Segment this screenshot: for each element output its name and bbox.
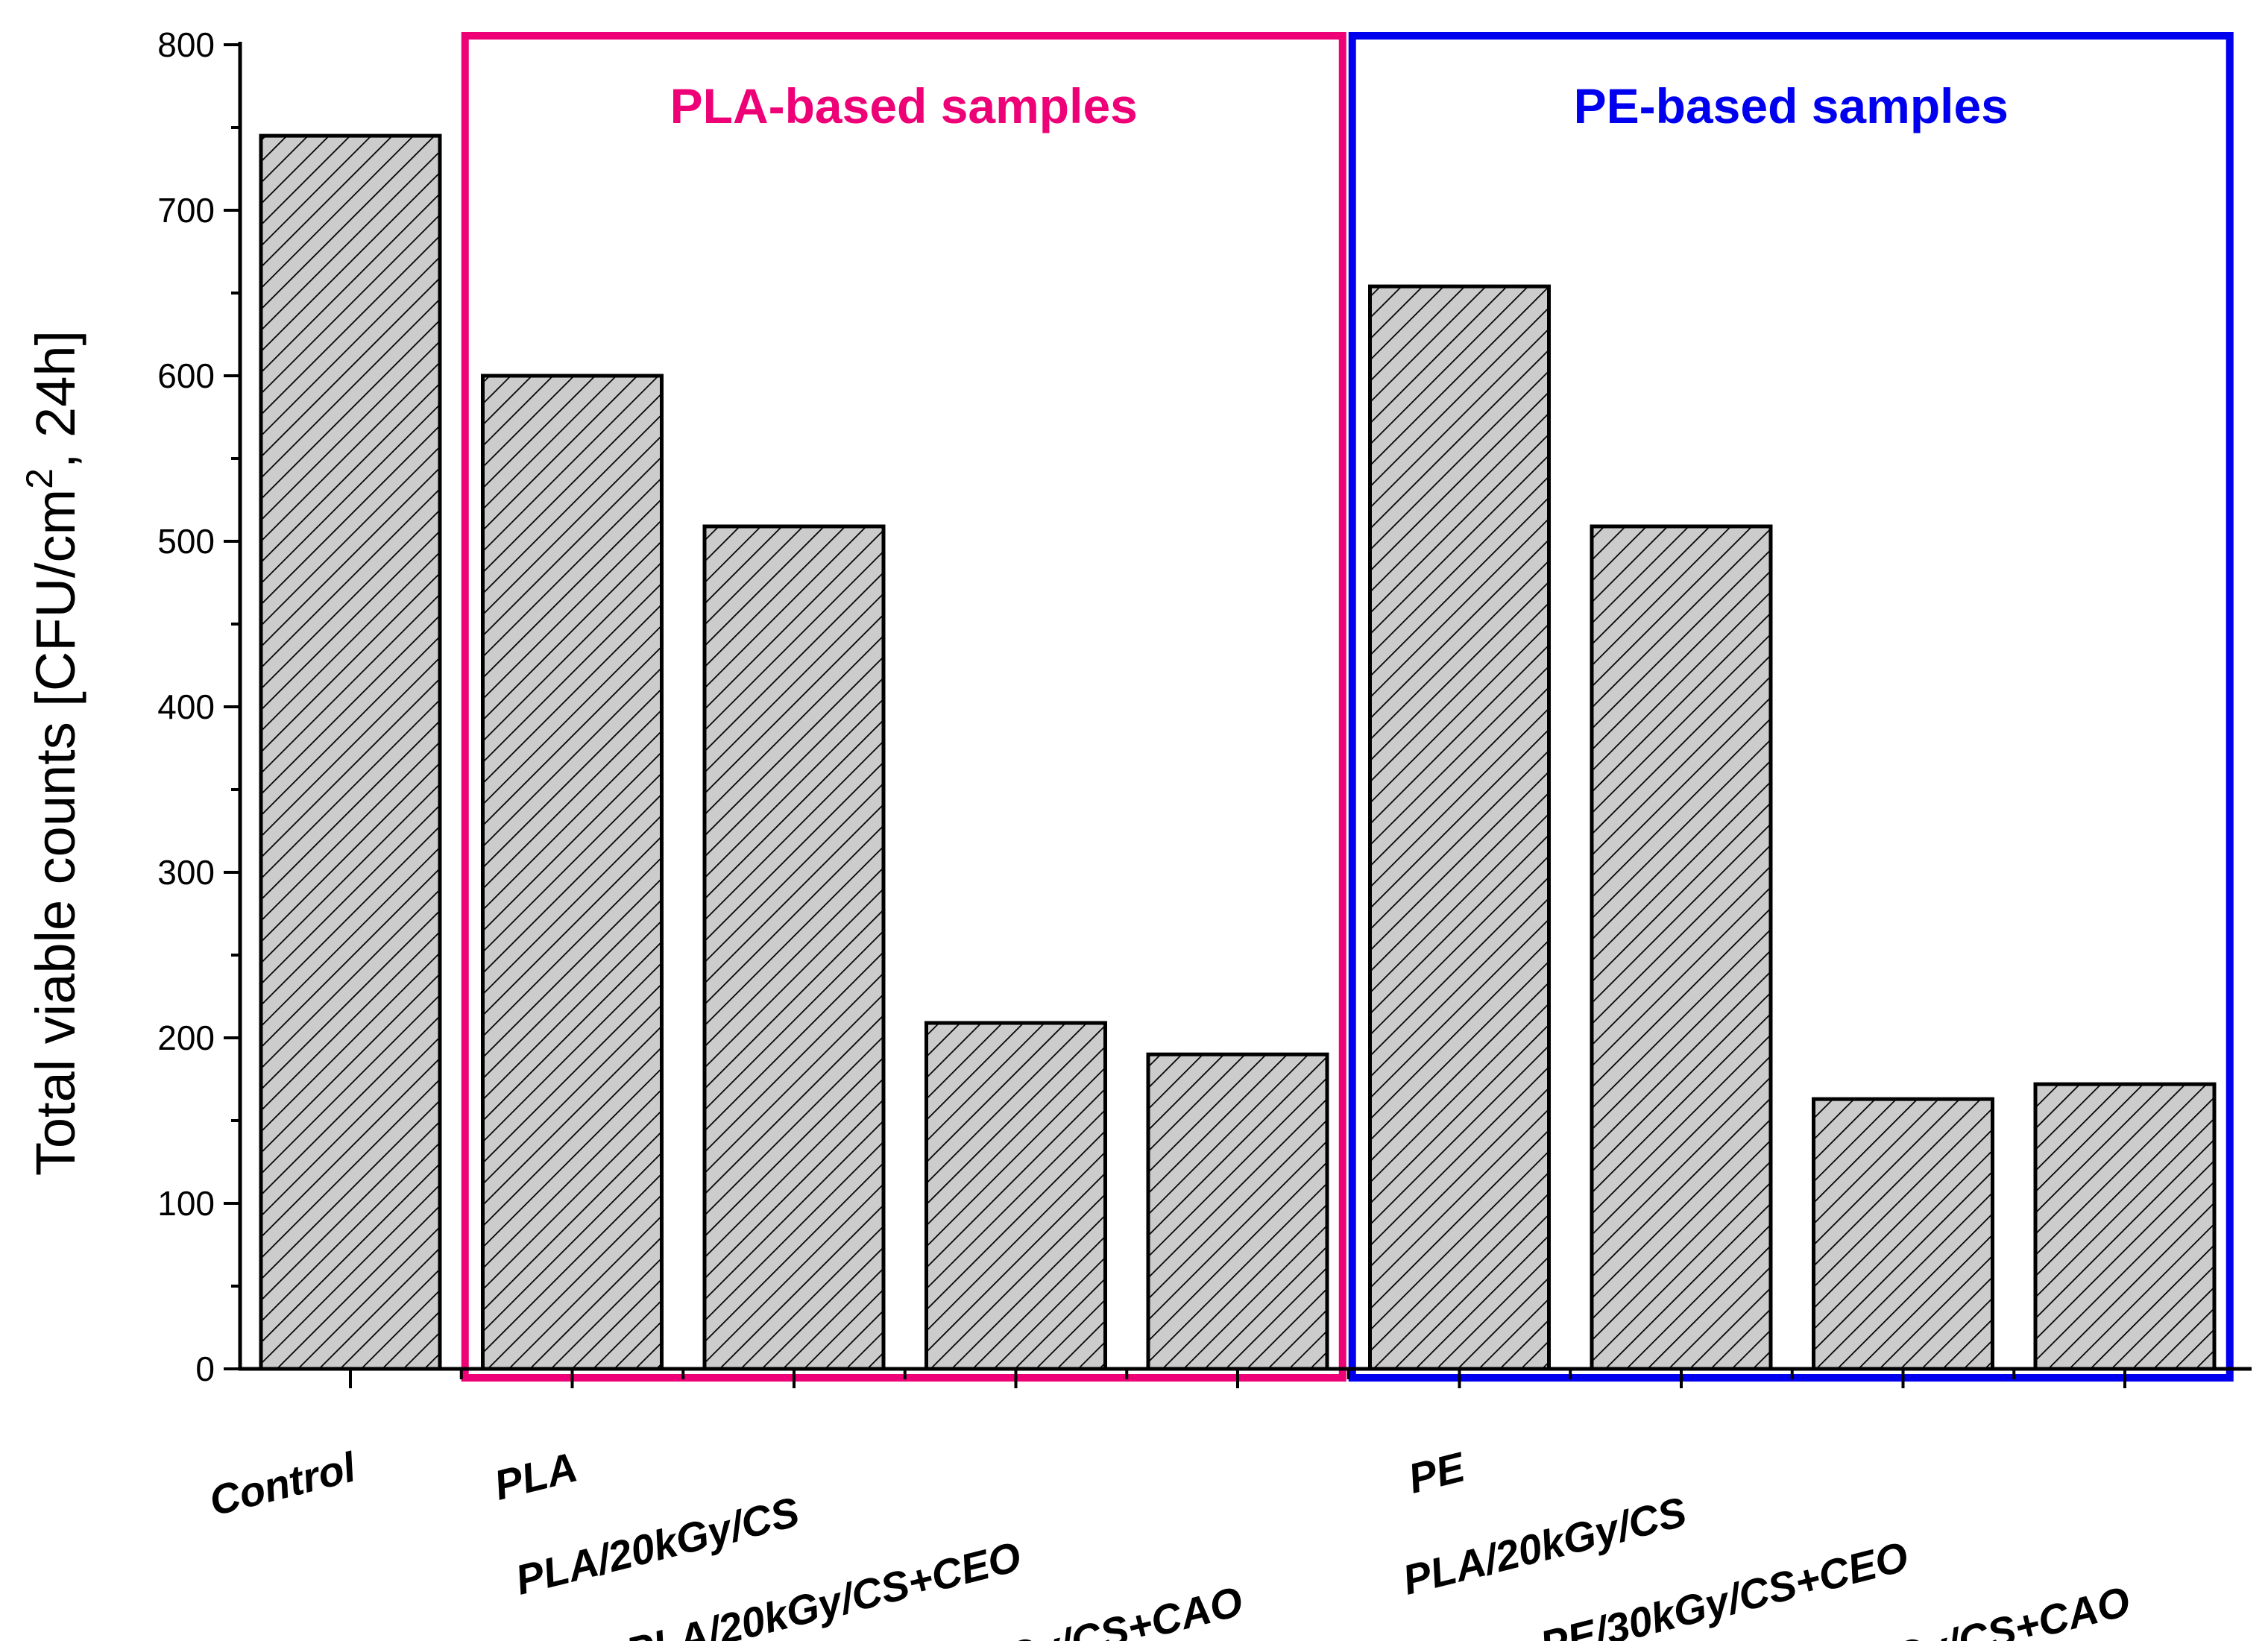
- bar-8: [1812, 1097, 1994, 1371]
- bar-series: [259, 133, 2217, 1371]
- y-tick-label: 0: [195, 1349, 215, 1388]
- bar-9: [2033, 1082, 2217, 1371]
- y-tick-label: 100: [157, 1184, 215, 1223]
- bar-5: [1146, 1052, 1329, 1371]
- bar-7: [1590, 524, 1773, 1371]
- y-tick-label: 600: [157, 356, 215, 395]
- y-tick-label: 300: [157, 853, 215, 892]
- group-label-2: PE-based samples: [1574, 78, 2009, 133]
- x-category-label: Control: [205, 1443, 362, 1525]
- y-tick-label: 500: [157, 522, 215, 561]
- y-tick-label: 200: [157, 1018, 215, 1057]
- y-tick-label: 400: [157, 687, 215, 726]
- y-tick-label: 700: [157, 191, 215, 230]
- bar-3: [702, 524, 886, 1371]
- bar-6: [1368, 284, 1551, 1371]
- group-label-1: PLA-based samples: [670, 78, 1138, 133]
- x-category-label: PLA: [489, 1443, 582, 1509]
- x-category-label: PLA/20kGy/CS: [511, 1488, 804, 1604]
- x-category-label: PE: [1404, 1443, 1470, 1502]
- x-category-label: PLA/20kGy/CS: [1398, 1488, 1691, 1604]
- bar-4: [924, 1021, 1107, 1371]
- y-axis-title: Total viable counts [CFU/cm2, 24h]: [19, 330, 86, 1176]
- y-tick-label: 800: [157, 25, 215, 64]
- bar-1: [259, 133, 442, 1371]
- bar-2: [481, 374, 664, 1371]
